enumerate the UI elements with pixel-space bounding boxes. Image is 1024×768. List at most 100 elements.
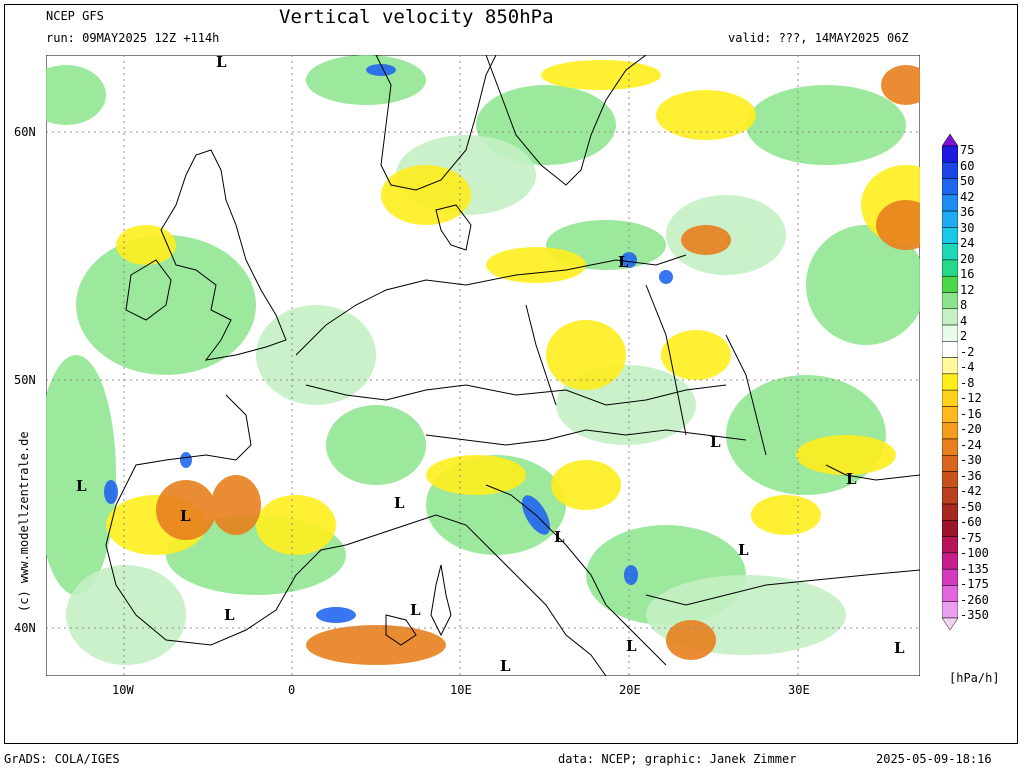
colorbar-swatch bbox=[942, 389, 958, 407]
colorbar-swatch bbox=[942, 552, 958, 570]
low-marker: L bbox=[394, 494, 405, 512]
colorbar-level-label: -2 bbox=[960, 344, 975, 359]
colorbar-swatch bbox=[942, 536, 958, 554]
lat-label-40n: 40N bbox=[14, 621, 36, 635]
lat-label-60n: 60N bbox=[14, 125, 36, 139]
colorbar-level-label: -12 bbox=[960, 391, 982, 405]
colorbar-level-label: 42 bbox=[960, 189, 975, 204]
colorbar-swatch bbox=[942, 503, 958, 521]
orange-field-patches bbox=[156, 65, 920, 665]
colorbar-level-label: -16 bbox=[960, 406, 982, 421]
colorbar-level-label: 30 bbox=[960, 220, 975, 235]
colorbar-level-label: 8 bbox=[960, 298, 968, 312]
lon-label-0: 0 bbox=[288, 683, 296, 697]
low-marker: L bbox=[618, 253, 629, 271]
colorbar-level-label: -175 bbox=[960, 577, 989, 591]
low-marker: L bbox=[738, 541, 749, 559]
colorbar-swatch bbox=[942, 617, 958, 630]
low-marker: L bbox=[224, 606, 235, 624]
colorbar-level-label: -75 bbox=[960, 530, 982, 545]
low-pressure-markers: L L L L L L L L L L L L L L bbox=[76, 55, 905, 675]
colorbar-level-label: -8 bbox=[960, 375, 975, 390]
colorbar-swatch bbox=[942, 308, 958, 326]
lon-label-10w: 10W bbox=[112, 683, 134, 697]
colorbar-level-label: -60 bbox=[960, 515, 982, 529]
colorbar-swatch bbox=[942, 357, 958, 375]
colorbar-swatch bbox=[942, 341, 958, 358]
colorbar-swatch bbox=[942, 275, 958, 293]
colorbar-swatch bbox=[942, 162, 958, 179]
colorbar-level-label: -135 bbox=[960, 561, 989, 576]
colorbar-swatch bbox=[942, 134, 958, 147]
footer-software: GrADS: COLA/IGES bbox=[4, 752, 120, 766]
run-info: run: 09MAY2025 12Z +114h bbox=[46, 31, 220, 45]
low-marker: L bbox=[894, 639, 905, 657]
colorbar-level-label: 12 bbox=[960, 282, 975, 297]
colorbar-swatch bbox=[942, 227, 958, 244]
model-name: NCEP GFS bbox=[46, 9, 104, 23]
colorbar-level-label: 60 bbox=[960, 158, 975, 173]
colorbar-level-label: -24 bbox=[960, 437, 982, 452]
colorbar-level-label: -260 bbox=[960, 592, 989, 607]
colorbar-level-label: -50 bbox=[960, 499, 982, 514]
colorbar bbox=[942, 134, 958, 630]
colorbar-level-label: 16 bbox=[960, 267, 975, 281]
graticule bbox=[46, 55, 920, 676]
colorbar-swatch bbox=[942, 145, 958, 163]
colorbar-level-label: -350 bbox=[960, 608, 989, 622]
colorbar-level-label: 24 bbox=[960, 236, 975, 250]
colorbar-level-label: -42 bbox=[960, 484, 982, 498]
lon-label-20e: 20E bbox=[619, 683, 641, 697]
colorbar-swatch bbox=[942, 406, 958, 423]
colorbar-level-label: -30 bbox=[960, 453, 982, 467]
lon-label-10e: 10E bbox=[450, 683, 472, 697]
footer-timestamp: 2025-05-09-18:16 bbox=[876, 752, 992, 766]
valid-time: valid: ???, 14MAY2025 06Z bbox=[728, 31, 909, 45]
low-marker: L bbox=[626, 637, 637, 655]
low-marker: L bbox=[846, 470, 857, 488]
colorbar-swatch bbox=[942, 422, 958, 440]
colorbar-swatch bbox=[942, 568, 958, 586]
plot-frame bbox=[4, 4, 1018, 744]
colorbar-level-label: 50 bbox=[960, 174, 975, 188]
colorbar-swatch bbox=[942, 471, 958, 489]
unit-label: [hPa/h] bbox=[949, 671, 1000, 685]
low-marker: L bbox=[76, 477, 87, 495]
colorbar-swatch bbox=[942, 292, 958, 310]
colorbar-swatch bbox=[942, 178, 958, 196]
colorbar-level-label: 75 bbox=[960, 143, 975, 157]
colorbar-swatch bbox=[942, 487, 958, 505]
colorbar-swatch bbox=[942, 520, 958, 537]
low-marker: L bbox=[180, 507, 191, 525]
colorbar-swatch bbox=[942, 210, 958, 228]
map-title: Vertical velocity 850hPa bbox=[279, 6, 554, 28]
lat-label-50n: 50N bbox=[14, 373, 36, 387]
colorbar-level-label: 2 bbox=[960, 329, 968, 343]
colorbar-level-label: -20 bbox=[960, 422, 982, 436]
coastlines-and-borders bbox=[105, 55, 920, 676]
low-marker: L bbox=[216, 55, 227, 71]
colorbar-level-label: 20 bbox=[960, 251, 975, 266]
colorbar-level-label: 4 bbox=[960, 313, 968, 328]
colorbar-level-label: -4 bbox=[960, 360, 975, 374]
lon-label-30e: 30E bbox=[788, 683, 810, 697]
low-marker: L bbox=[500, 657, 511, 675]
colorbar-swatch bbox=[942, 438, 958, 456]
colorbar-swatch bbox=[942, 454, 958, 472]
colorbar-level-label: -100 bbox=[960, 546, 989, 560]
low-marker: L bbox=[554, 528, 565, 546]
colorbar-level-label: 36 bbox=[960, 205, 975, 219]
colorbar-swatch bbox=[942, 373, 958, 391]
colorbar-swatch bbox=[942, 601, 958, 619]
colorbar-swatch bbox=[942, 585, 958, 602]
low-marker: L bbox=[410, 601, 421, 619]
colorbar-swatch bbox=[942, 259, 958, 277]
colorbar-level-label: -36 bbox=[960, 468, 982, 483]
low-marker: L bbox=[710, 433, 721, 451]
credit-text: (c) www.modellzentrale.de bbox=[17, 431, 31, 612]
velocity-map: L L L L L L L L L L L L L L bbox=[46, 55, 920, 676]
colorbar-swatch bbox=[942, 324, 958, 342]
footer-credit: data: NCEP; graphic: Janek Zimmer bbox=[558, 752, 797, 766]
colorbar-swatch bbox=[942, 194, 958, 212]
colorbar-swatch bbox=[942, 243, 958, 261]
